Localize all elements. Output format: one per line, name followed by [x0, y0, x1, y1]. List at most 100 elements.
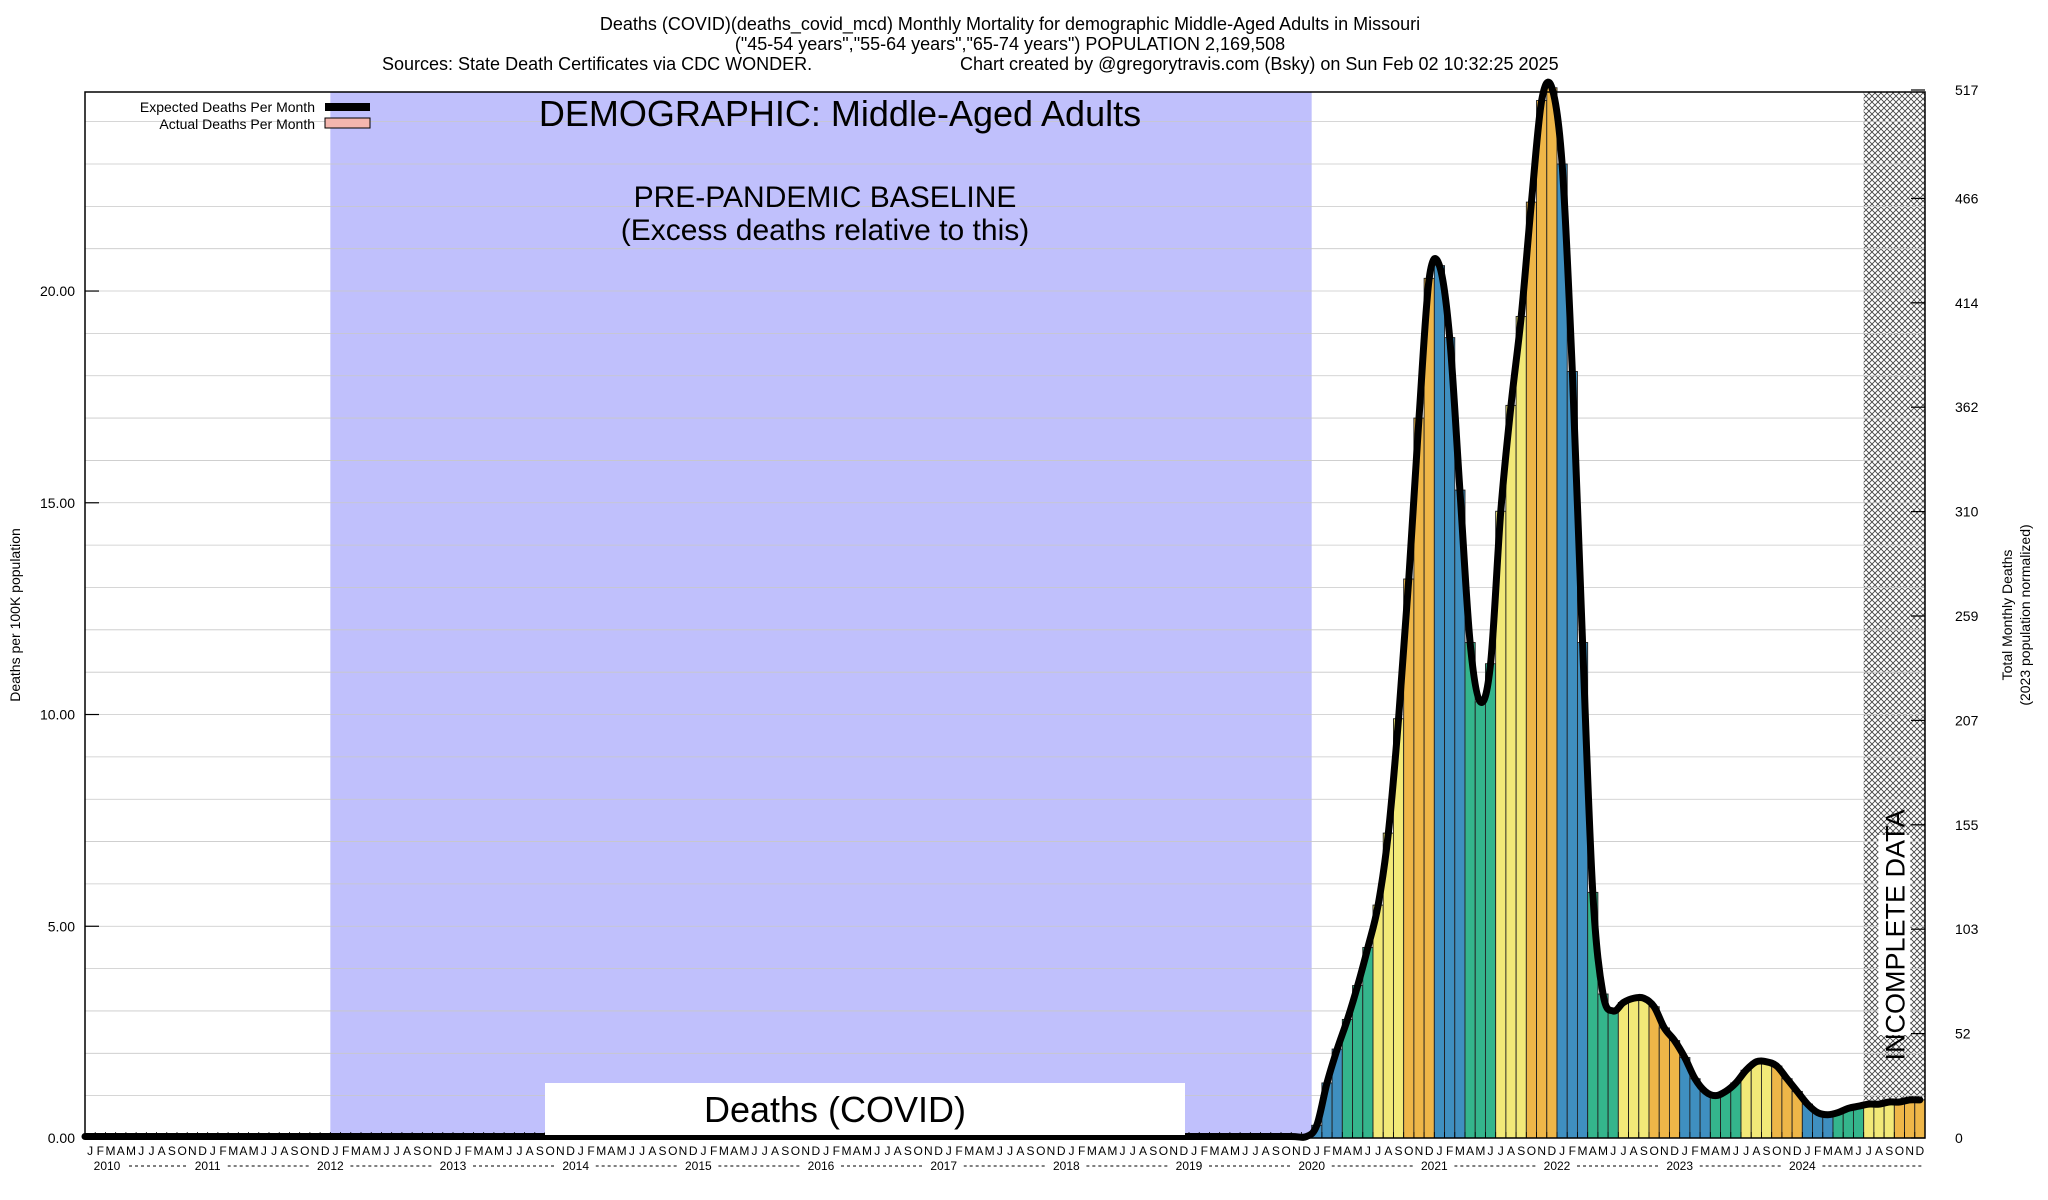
x-month-label: S	[1763, 1144, 1771, 1158]
x-year-label: 2018	[1053, 1159, 1080, 1173]
expected-deaths-line	[81, 78, 1924, 1141]
x-month-label: A	[1875, 1144, 1883, 1158]
x-month-label: J	[455, 1144, 461, 1158]
legend-actual-swatch	[324, 117, 371, 129]
x-month-label: J	[578, 1144, 584, 1158]
y-tick-label-right: 310	[1955, 504, 1979, 520]
x-month-label: N	[556, 1144, 565, 1158]
x-year-label: 2012	[317, 1159, 344, 1173]
legend-expected-label: Expected Deaths Per Month	[140, 99, 315, 115]
y-tick-label-left: 10.00	[40, 707, 75, 723]
x-month-label: D	[689, 1144, 698, 1158]
x-month-label: N	[1905, 1144, 1914, 1158]
x-month-label: A	[1016, 1144, 1024, 1158]
x-month-label: F	[97, 1144, 104, 1158]
x-month-label: J	[138, 1144, 144, 1158]
x-month-label: J	[271, 1144, 277, 1158]
x-month-label: M	[964, 1144, 974, 1158]
x-month-label: S	[1885, 1144, 1893, 1158]
y-tick-label-right: 466	[1955, 190, 1979, 206]
x-month-label: A	[894, 1144, 902, 1158]
x-month-label: A	[607, 1144, 615, 1158]
x-month-label: F	[342, 1144, 349, 1158]
actual-deaths-bar	[1730, 1082, 1742, 1139]
x-month-label: J	[1120, 1144, 1126, 1158]
x-month-label: J	[1620, 1144, 1626, 1158]
y-tick-label-right: 52	[1955, 1026, 1971, 1042]
x-year-label-bg	[1782, 1157, 1823, 1173]
x-year-label: 2014	[562, 1159, 589, 1173]
x-month-label: F	[465, 1144, 472, 1158]
x-month-label: S	[413, 1144, 421, 1158]
x-month-label: M	[1700, 1144, 1710, 1158]
y-axis-right: 0 52 103 155 207 259 310 362 414 466 517	[1911, 82, 1979, 1146]
x-month-label: S	[291, 1144, 299, 1158]
actual-deaths-bar	[1883, 1101, 1895, 1139]
x-month-label: M	[474, 1144, 484, 1158]
y-tick-label-right: 259	[1955, 608, 1979, 624]
x-month-label: J	[1314, 1144, 1320, 1158]
demographic-label: DEMOGRAPHIC: Middle-Aged Adults	[539, 93, 1141, 134]
x-year-label-bg	[1291, 1157, 1332, 1173]
x-month-label: N	[1537, 1144, 1546, 1158]
x-month-label: M	[1578, 1144, 1588, 1158]
x-month-label: M	[1843, 1144, 1853, 1158]
x-month-label: D	[934, 1144, 943, 1158]
x-month-label: D	[321, 1144, 330, 1158]
x-month-label: O	[668, 1144, 677, 1158]
x-year-label: 2011	[195, 1159, 221, 1173]
x-month-label: F	[1691, 1144, 1698, 1158]
x-year-label-bg	[433, 1157, 473, 1173]
x-year-label: 2013	[440, 1159, 467, 1173]
x-month-label: D	[566, 1144, 575, 1158]
x-month-label: O	[1772, 1144, 1781, 1158]
x-year-label-bg	[1046, 1157, 1087, 1173]
x-month-label: S	[1272, 1144, 1280, 1158]
y-tick-label-right: 155	[1955, 817, 1979, 833]
x-month-label: M	[842, 1144, 852, 1158]
x-month-label: N	[801, 1144, 810, 1158]
y-tick-label-left: 0.00	[48, 1130, 75, 1146]
x-month-label: A	[648, 1144, 656, 1158]
x-month-label: M	[719, 1144, 729, 1158]
x-month-label: M	[596, 1144, 606, 1158]
x-month-label: A	[730, 1144, 738, 1158]
x-month-label: M	[1230, 1144, 1240, 1158]
x-month-label: J	[332, 1144, 338, 1158]
x-month-label: A	[403, 1144, 411, 1158]
x-month-label: A	[1589, 1144, 1597, 1158]
x-year-label: 2015	[685, 1159, 712, 1173]
x-month-label: A	[362, 1144, 370, 1158]
actual-deaths-bar	[1750, 1061, 1762, 1139]
x-month-label: S	[904, 1144, 912, 1158]
legend: Expected Deaths Per Month Actual Deaths …	[140, 99, 371, 132]
x-month-label: O	[791, 1144, 800, 1158]
y-axis-right-label-line2: (2023 population normalized)	[2017, 524, 2033, 705]
x-month-label: A	[1221, 1144, 1229, 1158]
chart-title-line2: ("45-54 years","55-64 years","65-74 year…	[735, 34, 1285, 54]
x-month-label: O	[423, 1144, 432, 1158]
x-month-label: J	[762, 1144, 768, 1158]
x-month-label: N	[311, 1144, 320, 1158]
x-month-label: J	[946, 1144, 952, 1158]
x-month-label: D	[812, 1144, 821, 1158]
x-month-label: O	[1404, 1144, 1413, 1158]
x-year-label-bg	[923, 1157, 964, 1173]
x-month-label: N	[1415, 1144, 1424, 1158]
x-month-label: M	[739, 1144, 749, 1158]
x-month-label: S	[1517, 1144, 1525, 1158]
actual-deaths-bar	[1474, 701, 1486, 1139]
x-month-label: D	[1057, 1144, 1066, 1158]
x-year-label-bg	[87, 1157, 127, 1173]
x-month-label: O	[300, 1144, 309, 1158]
actual-deaths-bar	[1760, 1061, 1773, 1139]
x-month-label: F	[1446, 1144, 1453, 1158]
x-year-label-bg	[1537, 1157, 1577, 1173]
x-month-label: O	[1159, 1144, 1168, 1158]
x-month-label: A	[1752, 1144, 1760, 1158]
x-month-label: M	[351, 1144, 361, 1158]
y-tick-label-left: 20.00	[40, 283, 75, 299]
x-month-label: J	[1804, 1144, 1810, 1158]
x-month-label: M	[1332, 1144, 1342, 1158]
